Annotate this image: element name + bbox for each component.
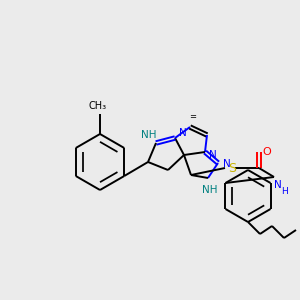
Text: N: N (209, 150, 217, 160)
Text: NH: NH (141, 130, 157, 140)
Text: H: H (280, 187, 287, 196)
Text: CH₃: CH₃ (89, 101, 107, 111)
Text: N: N (274, 180, 282, 190)
Text: S: S (228, 161, 236, 175)
Text: O: O (262, 147, 272, 157)
Text: N: N (223, 159, 231, 169)
Text: NH: NH (202, 185, 218, 195)
Text: =: = (190, 112, 196, 122)
Text: N: N (179, 128, 187, 138)
